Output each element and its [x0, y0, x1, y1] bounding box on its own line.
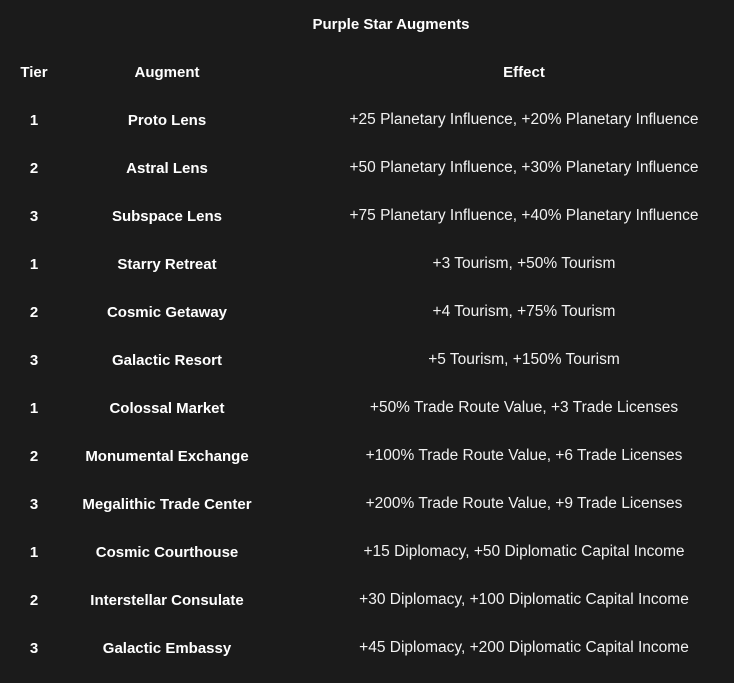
- table-row: 2 Interstellar Consulate +30 Diplomacy, …: [0, 576, 734, 624]
- effect-cell: +45 Diplomacy, +200 Diplomatic Capital I…: [359, 639, 689, 657]
- table-row: 3 Galactic Embassy +45 Diplomacy, +200 D…: [0, 624, 734, 672]
- effect-cell: +5 Tourism, +150% Tourism: [428, 351, 620, 369]
- tier-cell: 1: [29, 543, 39, 561]
- tier-cell: 2: [29, 159, 39, 177]
- column-header-tier: Tier: [20, 63, 48, 81]
- effect-cell: +200% Trade Route Value, +9 Trade Licens…: [365, 495, 683, 513]
- tier-cell: 2: [29, 303, 39, 321]
- tier-cell: 3: [29, 207, 39, 225]
- tier-cell: 2: [29, 591, 39, 609]
- augment-cell: Monumental Exchange: [85, 447, 249, 465]
- table-row: 2 Monumental Exchange +100% Trade Route …: [0, 432, 734, 480]
- table-row: 3 Megalithic Trade Center +200% Trade Ro…: [0, 480, 734, 528]
- augment-cell: Subspace Lens: [111, 207, 223, 225]
- table-row: 1 Starry Retreat +3 Tourism, +50% Touris…: [0, 240, 734, 288]
- table-row: 2 Cosmic Getaway +4 Tourism, +75% Touris…: [0, 288, 734, 336]
- table-header-row: Tier Augment Effect: [0, 48, 734, 96]
- tier-cell: 1: [29, 399, 39, 417]
- effect-cell: +3 Tourism, +50% Tourism: [432, 255, 616, 273]
- table-row: 3 Galactic Resort +5 Tourism, +150% Tour…: [0, 336, 734, 384]
- augment-cell: Interstellar Consulate: [90, 591, 244, 609]
- effect-cell: +4 Tourism, +75% Tourism: [432, 303, 616, 321]
- tier-cell: 1: [29, 255, 39, 273]
- table-row: 1 Cosmic Courthouse +15 Diplomacy, +50 D…: [0, 528, 734, 576]
- effect-cell: +50 Planetary Influence, +30% Planetary …: [349, 159, 699, 177]
- table-title: Purple Star Augments: [312, 15, 470, 33]
- augment-cell: Starry Retreat: [117, 255, 217, 273]
- effect-cell: +50% Trade Route Value, +3 Trade License…: [369, 399, 679, 417]
- table-row: 2 Astral Lens +50 Planetary Influence, +…: [0, 144, 734, 192]
- effect-cell: +25 Planetary Influence, +20% Planetary …: [349, 111, 699, 129]
- table-body: 1 Proto Lens +25 Planetary Influence, +2…: [0, 96, 734, 672]
- effect-cell: +15 Diplomacy, +50 Diplomatic Capital In…: [363, 543, 685, 561]
- effect-cell: +75 Planetary Influence, +40% Planetary …: [349, 207, 699, 225]
- table-row: 1 Colossal Market +50% Trade Route Value…: [0, 384, 734, 432]
- augment-cell: Galactic Embassy: [102, 639, 232, 657]
- effect-cell: +100% Trade Route Value, +6 Trade Licens…: [365, 447, 683, 465]
- tier-cell: 2: [29, 447, 39, 465]
- tier-cell: 3: [29, 639, 39, 657]
- table-row: 3 Subspace Lens +75 Planetary Influence,…: [0, 192, 734, 240]
- augment-cell: Cosmic Courthouse: [95, 543, 239, 561]
- table-title-row: Purple Star Augments: [0, 0, 734, 48]
- augment-cell: Proto Lens: [127, 111, 207, 129]
- augment-cell: Galactic Resort: [111, 351, 223, 369]
- augment-cell: Cosmic Getaway: [106, 303, 228, 321]
- table-row: 1 Proto Lens +25 Planetary Influence, +2…: [0, 96, 734, 144]
- effect-cell: +30 Diplomacy, +100 Diplomatic Capital I…: [359, 591, 689, 609]
- augment-cell: Astral Lens: [126, 159, 208, 177]
- augment-cell: Megalithic Trade Center: [82, 495, 252, 513]
- column-header-effect: Effect: [503, 63, 545, 81]
- column-header-augment: Augment: [134, 63, 200, 81]
- tier-cell: 3: [29, 351, 39, 369]
- tier-cell: 1: [29, 111, 39, 129]
- augment-cell: Colossal Market: [109, 399, 225, 417]
- tier-cell: 3: [29, 495, 39, 513]
